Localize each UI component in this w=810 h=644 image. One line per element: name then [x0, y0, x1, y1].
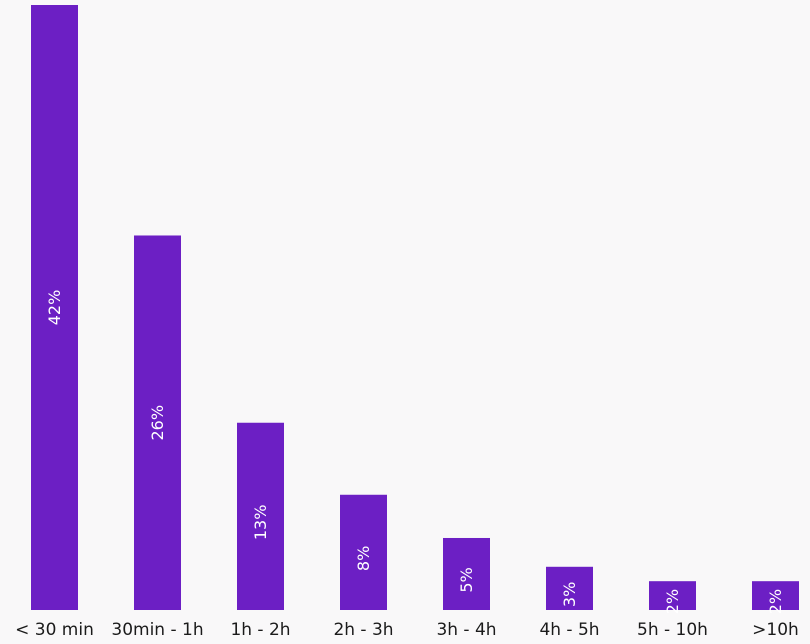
category-label: 5h - 10h	[637, 620, 708, 640]
bar-value-label: 2%	[766, 589, 785, 614]
category-label: 3h - 4h	[436, 620, 496, 640]
bar	[546, 566, 593, 610]
bar	[340, 494, 387, 610]
category-label: 30min - 1h	[111, 620, 203, 640]
category-labels-group: < 30 min 30min - 1h 1h - 2h 2h - 3h 3h - 4h 4…	[15, 620, 799, 640]
bar-value-label: 5%	[457, 567, 476, 592]
category-label: < 30 min	[15, 620, 94, 640]
bar	[752, 581, 799, 610]
bar	[31, 5, 78, 610]
bar-value-label: 26%	[148, 405, 167, 441]
bar-value-label: 42%	[45, 290, 64, 326]
bar	[443, 537, 490, 610]
bar	[237, 422, 284, 610]
bar	[134, 235, 181, 611]
bar-value-label: 13%	[251, 505, 270, 541]
bar-value-label: 8%	[354, 546, 373, 571]
category-label: >10h	[752, 620, 799, 640]
bars-group	[31, 5, 799, 611]
bar-value-label: 2%	[663, 589, 682, 614]
bar	[649, 581, 696, 610]
value-labels-group: 42% 26% 13% 8% 5% 3% 2% 2%	[45, 290, 785, 615]
category-label: 2h - 3h	[333, 620, 393, 640]
bar-value-label: 3%	[560, 582, 579, 607]
category-label: 1h - 2h	[230, 620, 290, 640]
category-label: 4h - 5h	[539, 620, 599, 640]
